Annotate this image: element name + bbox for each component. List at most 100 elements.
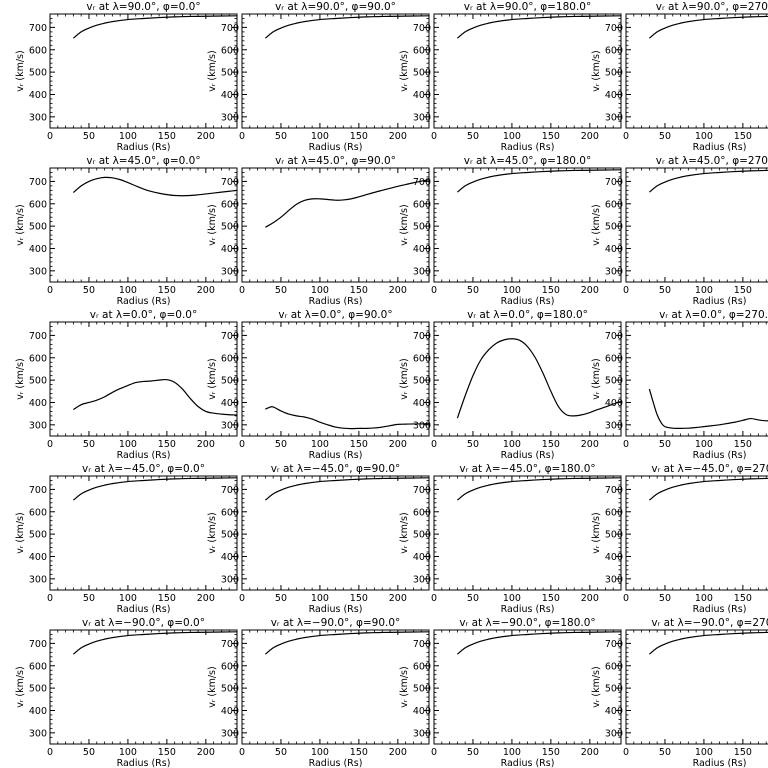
x-tick-label: 0 — [47, 747, 53, 758]
x-tick-label: 0 — [47, 593, 53, 604]
x-tick-label: 0 — [431, 285, 437, 296]
x-axis-label: Radius (Rs) — [117, 450, 171, 461]
panel-title: vᵣ at λ=0.0°, φ=90.0° — [278, 309, 392, 321]
y-tick-label: 700 — [413, 177, 431, 188]
panel-title: vᵣ at λ=−45.0°, φ=90.0° — [271, 463, 401, 475]
x-tick-label: 150 — [542, 593, 560, 604]
y-tick-label: 400 — [605, 90, 623, 101]
data-line — [648, 15, 768, 39]
plot-frame — [625, 167, 768, 283]
y-tick-label: 700 — [413, 331, 431, 342]
x-tick-label: 50 — [83, 131, 95, 142]
x-axis-label: Radius (Rs) — [309, 758, 363, 768]
y-tick-label: 300 — [29, 266, 47, 277]
x-tick-label: 150 — [158, 439, 176, 450]
y-tick-label: 400 — [605, 244, 623, 255]
panel-title: vᵣ at λ=−45.0°, φ=270.0° — [651, 463, 768, 475]
x-tick-label: 150 — [542, 747, 560, 758]
x-tick-label: 50 — [659, 593, 671, 604]
y-tick-label: 300 — [413, 574, 431, 585]
x-tick-label: 100 — [119, 593, 137, 604]
x-axis-label: Radius (Rs) — [501, 296, 555, 307]
y-tick-label: 300 — [29, 420, 47, 431]
y-axis-label: vᵣ (km/s) — [207, 50, 218, 91]
panel-6: vᵣ at λ=45.0°, φ=90.0° 0 50 100 150 200 300 400… — [207, 155, 430, 307]
y-tick-label: 700 — [605, 485, 623, 496]
y-tick-label: 600 — [29, 199, 47, 210]
y-tick-label: 400 — [413, 398, 431, 409]
x-tick-label: 200 — [197, 747, 215, 758]
y-tick-label: 500 — [605, 530, 623, 541]
y-tick-label: 600 — [29, 45, 47, 56]
panel-title: vᵣ at λ=−90.0°, φ=180.0° — [459, 617, 595, 629]
y-tick-label: 400 — [221, 552, 239, 563]
y-tick-label: 700 — [29, 639, 47, 650]
x-tick-label: 150 — [734, 131, 752, 142]
y-tick-label: 300 — [605, 420, 623, 431]
y-tick-label: 500 — [221, 222, 239, 233]
y-tick-label: 600 — [413, 353, 431, 364]
y-tick-label: 500 — [29, 376, 47, 387]
x-tick-label: 100 — [695, 747, 713, 758]
x-axis-label: Radius (Rs) — [117, 142, 171, 153]
y-tick-label: 400 — [605, 398, 623, 409]
panel-title: vᵣ at λ=−90.0°, φ=0.0° — [82, 617, 205, 629]
x-tick-label: 100 — [503, 439, 521, 450]
y-tick-label: 300 — [413, 266, 431, 277]
panel-15: vᵣ at λ=−45.0°, φ=180.0° 0 50 100 150 200 300 4… — [399, 463, 622, 615]
x-tick-label: 100 — [119, 131, 137, 142]
y-tick-label: 300 — [605, 266, 623, 277]
x-tick-label: 100 — [119, 439, 137, 450]
y-axis-label: vᵣ (km/s) — [399, 358, 410, 399]
y-tick-label: 400 — [29, 398, 47, 409]
x-tick-label: 100 — [119, 285, 137, 296]
data-line — [72, 477, 238, 501]
y-tick-label: 700 — [221, 23, 239, 34]
y-tick-label: 600 — [605, 507, 623, 518]
y-tick-label: 300 — [221, 266, 239, 277]
x-tick-label: 0 — [47, 439, 53, 450]
y-tick-label: 600 — [413, 661, 431, 672]
y-tick-label: 500 — [413, 376, 431, 387]
y-axis-label: vᵣ (km/s) — [15, 50, 26, 91]
x-axis-label: Radius (Rs) — [117, 758, 171, 768]
panel-5: vᵣ at λ=45.0°, φ=0.0° 0 50 100 150 200 300 400 5… — [15, 155, 238, 307]
y-tick-label: 300 — [221, 728, 239, 739]
x-tick-label: 50 — [467, 439, 479, 450]
y-axis-label: vᵣ (km/s) — [399, 204, 410, 245]
x-tick-label: 150 — [542, 439, 560, 450]
x-tick-label: 0 — [239, 439, 245, 450]
panel-title: vᵣ at λ=0.0°, φ=180.0° — [467, 309, 588, 321]
y-tick-label: 400 — [29, 244, 47, 255]
y-tick-label: 500 — [605, 222, 623, 233]
x-tick-label: 50 — [275, 131, 287, 142]
x-tick-label: 50 — [83, 747, 95, 758]
panel-title: vᵣ at λ=45.0°, φ=180.0° — [464, 155, 592, 167]
y-tick-label: 500 — [413, 684, 431, 695]
x-tick-label: 50 — [275, 593, 287, 604]
x-tick-label: 100 — [503, 593, 521, 604]
panel-title: vᵣ at λ=0.0°, φ=0.0° — [90, 309, 197, 321]
data-line — [648, 631, 768, 655]
y-axis-label: vᵣ (km/s) — [15, 204, 26, 245]
x-tick-label: 0 — [623, 747, 629, 758]
y-tick-label: 400 — [413, 244, 431, 255]
y-tick-label: 600 — [29, 353, 47, 364]
y-tick-label: 600 — [221, 45, 239, 56]
panel-3: vᵣ at λ=90.0°, φ=180.0° 0 50 100 150 200 300 40… — [399, 1, 622, 153]
y-tick-label: 300 — [29, 728, 47, 739]
x-tick-label: 200 — [389, 285, 407, 296]
x-tick-label: 200 — [581, 593, 599, 604]
x-tick-label: 0 — [431, 747, 437, 758]
data-line — [648, 169, 768, 193]
y-tick-label: 400 — [413, 706, 431, 717]
y-tick-label: 600 — [221, 353, 239, 364]
x-tick-label: 100 — [695, 439, 713, 450]
y-tick-label: 400 — [413, 90, 431, 101]
data-line — [72, 631, 238, 655]
x-tick-label: 100 — [695, 131, 713, 142]
y-tick-label: 400 — [221, 398, 239, 409]
y-tick-label: 300 — [605, 574, 623, 585]
data-line — [73, 378, 238, 416]
panel-7: vᵣ at λ=45.0°, φ=180.0° 0 50 100 150 200 300 40… — [399, 155, 622, 307]
